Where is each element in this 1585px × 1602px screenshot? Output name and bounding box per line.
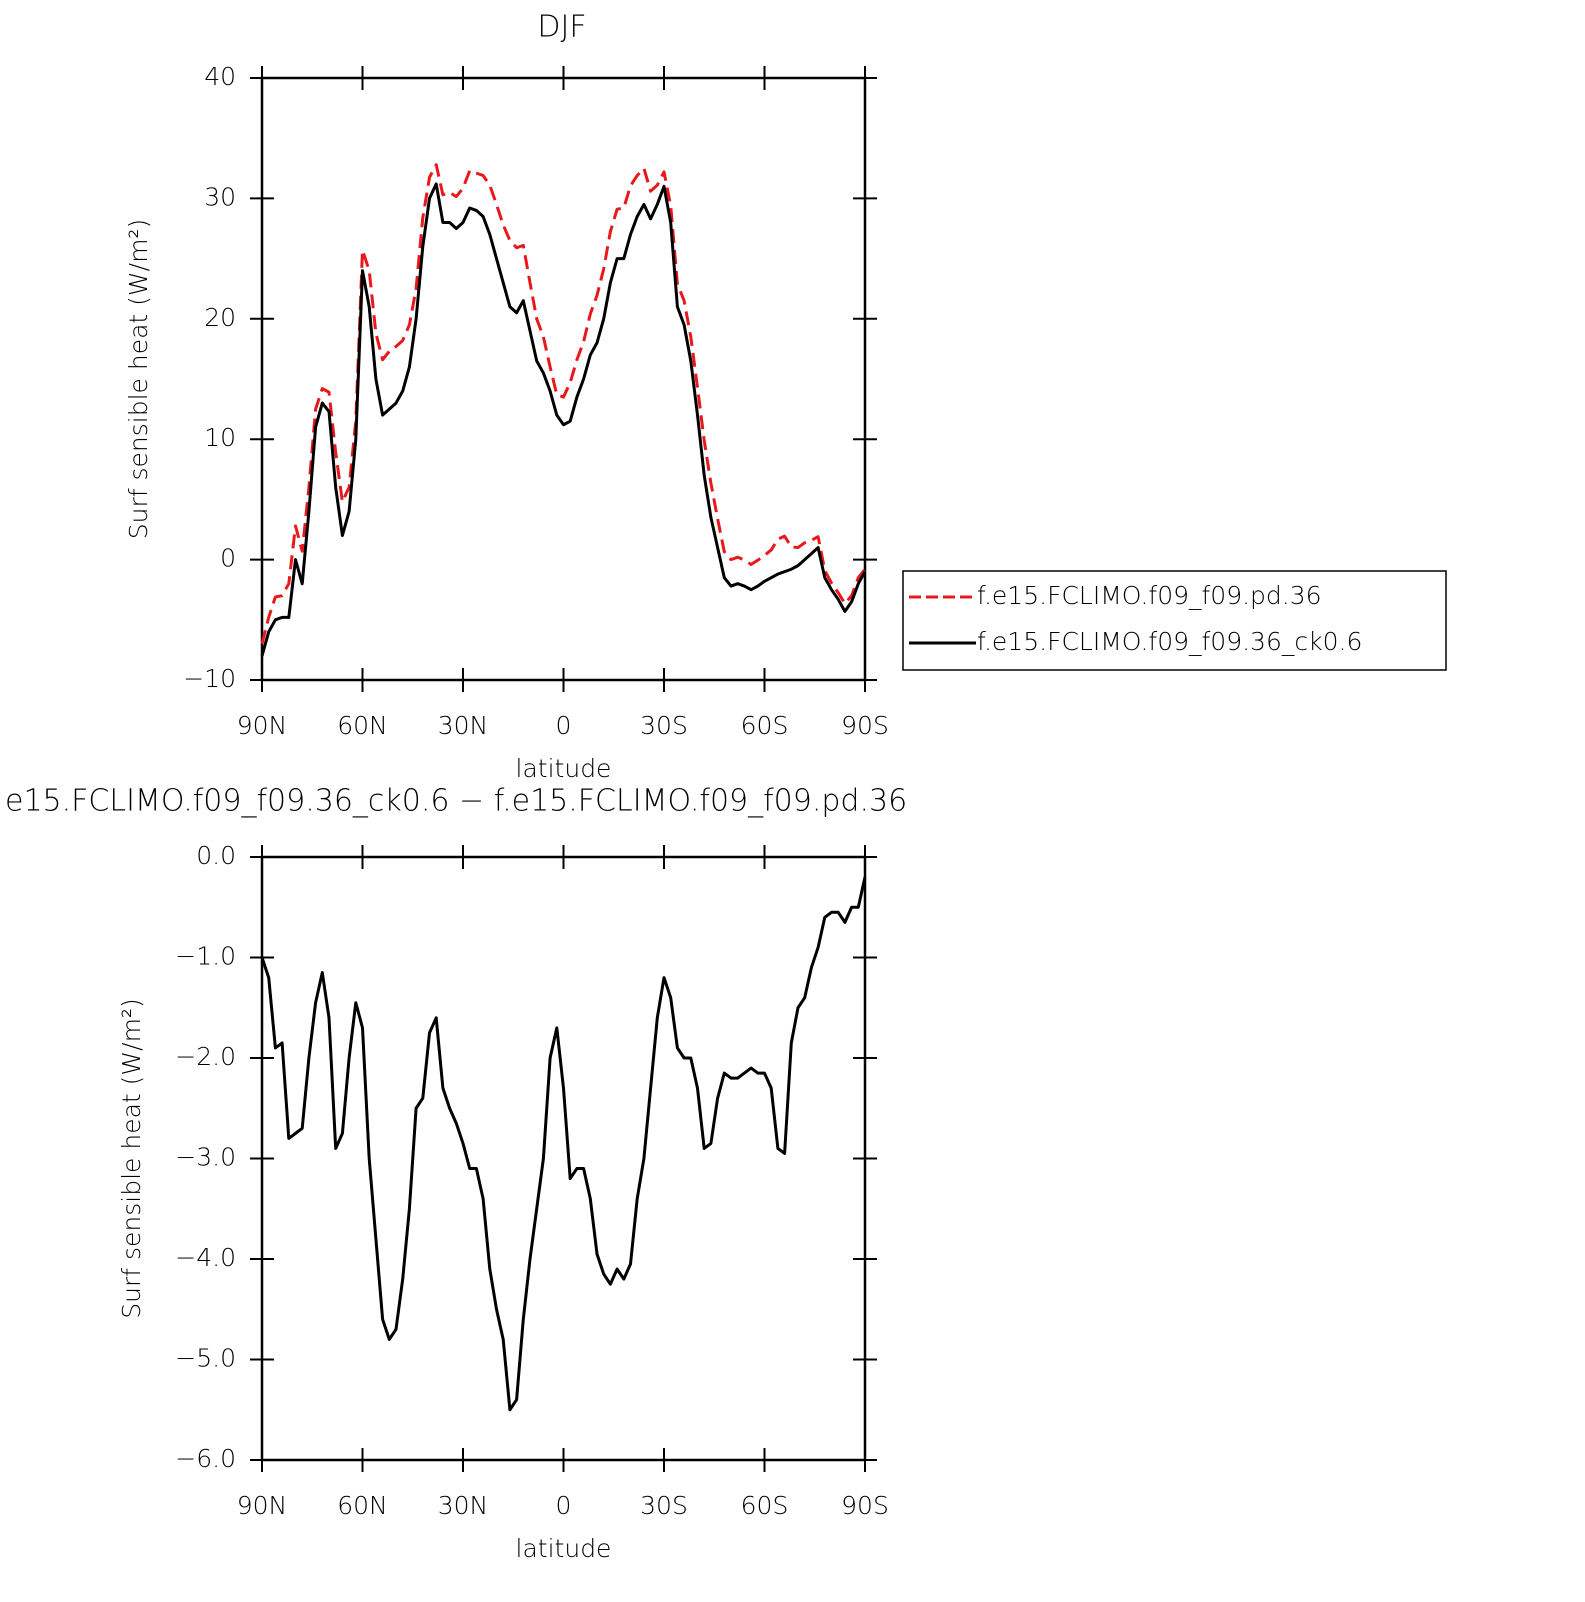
y-tick-label: −2.0 [175,1042,236,1071]
chart-title: DJF [537,10,586,45]
x-tick-label: 90S [841,1491,889,1520]
y-axis-label: Surf sensible heat (W/m²) [124,219,153,539]
plot-frame [260,855,867,1462]
y-tick-label: −1.0 [175,942,236,971]
x-tick-label: 90N [237,1491,288,1520]
chart-title: e15.FCLIMO.f09_f09.36_ck0.6 − f.e15.FCLI… [5,784,907,819]
x-tick-label: 30N [438,1491,489,1520]
legend-label: f.e15.FCLIMO.f09_f09.pd.36 [977,581,1322,610]
y-tick-label: 20 [204,303,236,332]
y-axis-label: Surf sensible heat (W/m²) [117,998,146,1318]
x-tick-label: 30N [438,711,489,740]
y-tick-label: −5.0 [175,1344,236,1373]
y-tick-label: 0 [220,544,236,573]
y-tick-label: −3.0 [175,1143,236,1172]
y-tick-label: 10 [204,423,236,452]
x-axis-label: latitude [516,754,612,783]
legend-label: f.e15.FCLIMO.f09_f09.36_ck0.6 [977,627,1362,656]
y-tick-label: 40 [204,62,236,91]
plot-frame [260,76,867,682]
y-tick-label: −4.0 [175,1243,236,1272]
x-tick-label: 60S [741,711,789,740]
data-line [260,876,867,1412]
x-tick-label: 60N [337,711,388,740]
x-tick-label: 0 [556,1491,572,1520]
x-tick-label: 30S [640,711,688,740]
legend-box [902,570,1447,671]
x-tick-label: 60N [337,1491,388,1520]
data-line [260,163,867,645]
x-axis-label: latitude [516,1534,612,1563]
y-tick-label: 30 [204,182,236,211]
y-tick-label: 0.0 [196,841,236,870]
data-line [260,182,867,657]
x-tick-label: 0 [556,711,572,740]
x-tick-label: 30S [640,1491,688,1520]
y-tick-label: −6.0 [175,1444,236,1473]
x-tick-label: 90S [841,711,889,740]
y-tick-label: −10 [183,664,236,693]
x-tick-label: 90N [237,711,288,740]
x-tick-label: 60S [741,1491,789,1520]
